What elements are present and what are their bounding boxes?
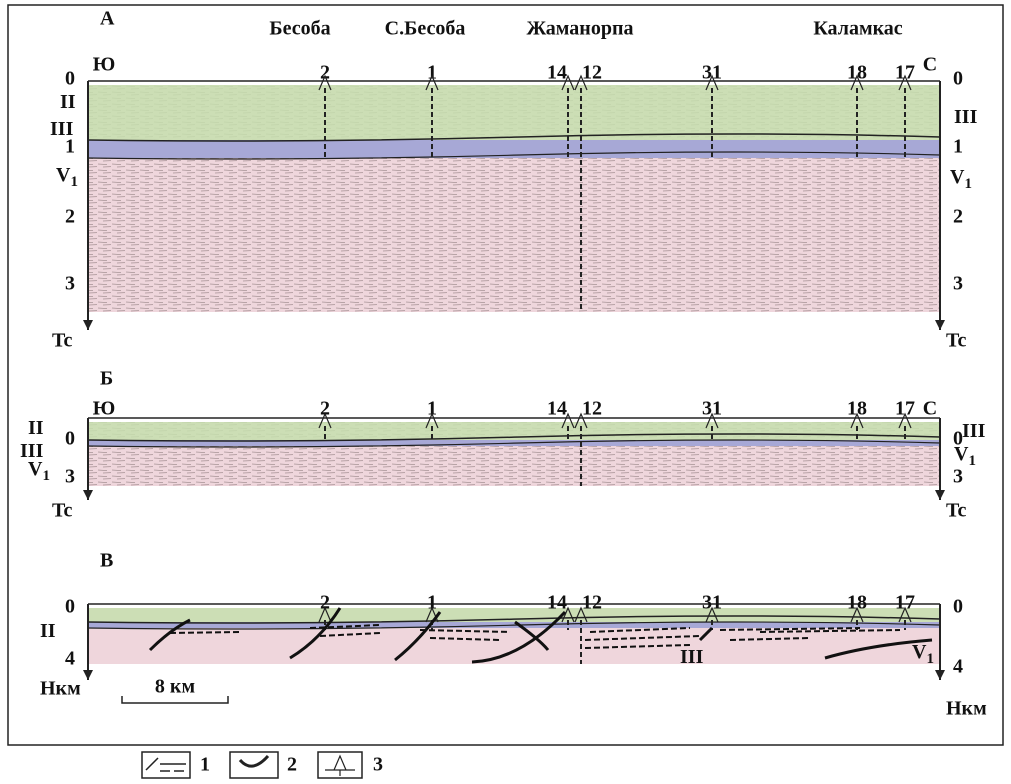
well-number: 14 (547, 398, 567, 420)
legend (142, 752, 362, 778)
axis-arrow (935, 320, 945, 330)
direction-south: Ю (93, 398, 116, 420)
horizon-name: III (50, 118, 74, 140)
well-number: 17 (895, 62, 915, 84)
right-scale-label: 0 (953, 596, 963, 618)
axis-label: Tc (52, 500, 73, 522)
well-number: 1 (427, 592, 437, 614)
well-number: 18 (847, 62, 867, 84)
well-number: 17 (895, 592, 915, 614)
axis-arrow (83, 670, 93, 680)
horizon-label: V1 (28, 458, 50, 485)
left-scale-label: 0 (65, 428, 75, 450)
well-number: 18 (847, 592, 867, 614)
horizon-name: V (28, 458, 43, 480)
horizon-name: III (680, 646, 704, 668)
horizon-label: V1 (56, 164, 78, 191)
left-scale-label: 3 (65, 273, 75, 295)
left-scale-label: 4 (65, 648, 75, 670)
horizon-label: III (954, 106, 978, 128)
axis-label: Tc (52, 330, 73, 352)
axis-arrow (935, 490, 945, 500)
well-number: 18 (847, 398, 867, 420)
well-number: 17 (895, 398, 915, 420)
scale-bar-label: 8 км (155, 676, 195, 698)
well-number: 2 (320, 398, 330, 420)
right-scale-label: 4 (953, 656, 963, 678)
well-number: 31 (702, 592, 722, 614)
well-number: 14 (547, 62, 567, 84)
well-number: 31 (702, 398, 722, 420)
horizon-label: III (962, 420, 986, 442)
axis-label: Hкм (40, 678, 81, 700)
legend-label: 3 (373, 754, 383, 776)
horizon-label: V1 (950, 166, 972, 193)
well-number: 14 (547, 592, 567, 614)
panel-letter: Б (100, 368, 113, 390)
panel-letter: А (100, 8, 115, 30)
horizon-subscript: 1 (964, 176, 972, 192)
right-scale-label: 2 (953, 206, 963, 228)
horizon-name: III (962, 420, 986, 442)
direction-north: С (923, 398, 937, 420)
horizon-name: V (950, 166, 965, 188)
axis-arrow (935, 670, 945, 680)
horizon-subscript: 1 (42, 468, 50, 484)
horizon-name: V (56, 164, 71, 186)
axis-label: Hкм (946, 698, 987, 720)
well-number: 31 (702, 62, 722, 84)
horizon-subscript: 1 (968, 453, 976, 469)
well-number: 1 (427, 398, 437, 420)
well-number: 2 (320, 592, 330, 614)
well-number: 1 (427, 62, 437, 84)
horizon-label: II (40, 620, 56, 642)
axis-label: Tc (946, 330, 967, 352)
field-name: Каламкас (813, 18, 902, 40)
direction-south: Ю (93, 54, 116, 76)
left-scale-label: 0 (65, 68, 75, 90)
legend-label: 1 (200, 754, 210, 776)
direction-north: С (923, 54, 937, 76)
right-scale-label: 3 (953, 466, 963, 488)
right-scale-label: 0 (953, 68, 963, 90)
left-scale-label: 0 (65, 596, 75, 618)
horizon-label: III (680, 646, 704, 668)
horizon-name: II (28, 417, 44, 439)
horizon-subscript: 1 (70, 174, 78, 190)
well-number: 2 (320, 62, 330, 84)
well-number: 12 (582, 592, 602, 614)
figure: АБесобаС.БесобаЖаманорпаКаламкасЮС211412… (0, 0, 1011, 784)
horizon-name: III (954, 106, 978, 128)
panel-letter: В (100, 550, 113, 572)
right-scale-label: 1 (953, 136, 963, 158)
horizon-name: V (912, 641, 927, 663)
horizon-name: II (60, 91, 76, 113)
legend-icon (146, 758, 186, 771)
well-number: 12 (582, 398, 602, 420)
legend-label: 2 (287, 754, 297, 776)
axis-arrow (83, 490, 93, 500)
right-scale-label: 3 (953, 273, 963, 295)
field-name: Жаманорпа (527, 18, 634, 40)
axis-arrow (83, 320, 93, 330)
horizon-label: II (60, 91, 76, 113)
horizon-subscript: 1 (926, 651, 934, 667)
legend-icon (325, 756, 355, 776)
left-scale-label: 2 (65, 206, 75, 228)
field-name: С.Бесоба (385, 18, 466, 40)
horizon-label: II (28, 417, 44, 439)
legend-icon (240, 756, 268, 766)
axis-label: Tc (946, 500, 967, 522)
horizon-name: II (40, 620, 56, 642)
well-number: 12 (582, 62, 602, 84)
horizon-label: III (50, 118, 74, 140)
section-sediments (88, 85, 940, 140)
field-name: Бесоба (269, 18, 330, 40)
left-scale-label: 3 (65, 466, 75, 488)
horizon-name: V (954, 443, 969, 465)
legend-box (142, 752, 190, 778)
